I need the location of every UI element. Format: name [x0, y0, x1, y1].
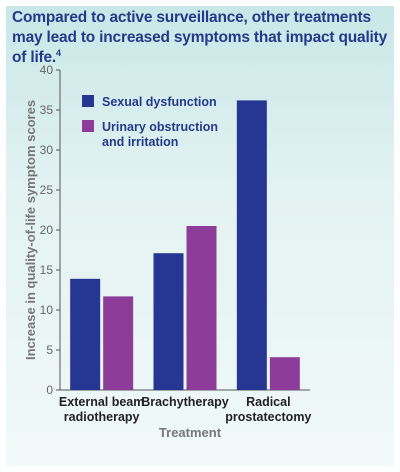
bar-sexual-dysfunction-1	[153, 253, 184, 390]
y-tick-label: 10	[40, 303, 54, 317]
category-label: External beam	[59, 395, 144, 409]
legend-label: Sexual dysfunction	[102, 95, 217, 109]
y-axis-label: Increase in quality-of-life symptom scor…	[23, 100, 38, 360]
bars	[70, 100, 300, 391]
legend: Sexual dysfunction Urinary obstructionand…	[82, 95, 218, 149]
y-tick-label: 35	[40, 103, 54, 117]
footnote-marker: 4	[56, 47, 61, 58]
y-tick-label: 15	[40, 263, 54, 277]
bar-sexual-dysfunction-2	[236, 100, 267, 391]
y-tick-label: 40	[40, 63, 54, 77]
y-tick-label: 20	[40, 223, 54, 237]
y-tick-label: 30	[40, 143, 54, 157]
bar-urinary-obstruction-2	[269, 357, 300, 390]
bar-urinary-obstruction-0	[103, 296, 134, 390]
x-axis-label: Treatment	[159, 425, 222, 440]
category-label: prostatectomy	[225, 410, 311, 424]
legend-label: and irritation	[102, 135, 178, 149]
category-label: Brachytherapy	[141, 395, 229, 409]
y-tick-label: 5	[46, 343, 53, 357]
legend-swatch	[82, 120, 94, 132]
bar-urinary-obstruction-1	[186, 226, 217, 390]
chart-title-text: Compared to active surveillance, other t…	[12, 9, 388, 66]
y-axis-ticks: 0 5 10 15 20 25 30 35 40	[40, 63, 60, 397]
legend-swatch	[82, 95, 94, 107]
y-tick-label: 0	[46, 383, 53, 397]
category-label: Radical	[246, 395, 290, 409]
bar-sexual-dysfunction-0	[70, 278, 101, 390]
category-label: radiotherapy	[64, 410, 140, 424]
chart-title: Compared to active surveillance, other t…	[12, 8, 388, 68]
y-tick-label: 25	[40, 183, 54, 197]
legend-label: Urinary obstruction	[102, 120, 218, 134]
